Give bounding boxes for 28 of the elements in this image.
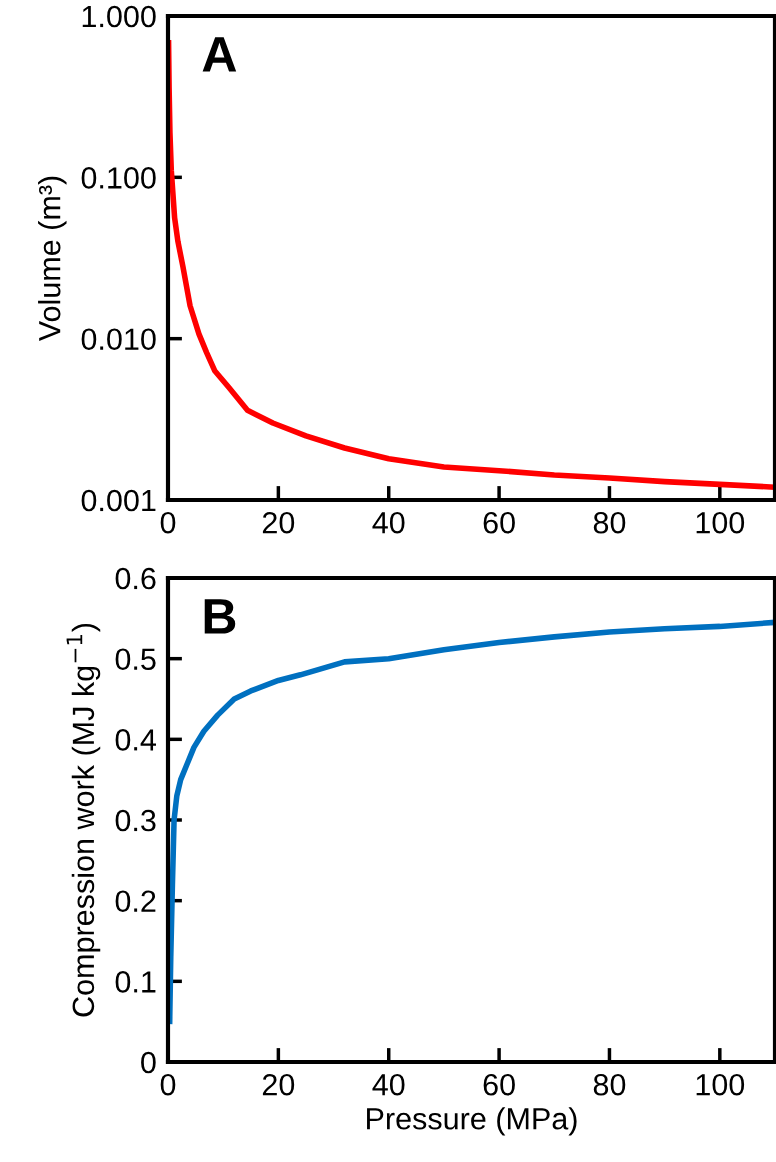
y-axis-title: Compression work (MJ kg$^{−1}$) (66, 623, 101, 1017)
y-tick-label: 0.1 (115, 971, 156, 993)
x-tick-label: 0 (160, 511, 176, 534)
annotation: A (202, 37, 237, 72)
x-tick-label: 100 (696, 1073, 745, 1096)
y-tick-label: 0.5 (115, 648, 156, 671)
y-tick-label: 0.4 (115, 729, 156, 751)
y-tick-label: 0.6 (115, 567, 156, 590)
x-tick-label: 40 (372, 1073, 405, 1096)
x-tick-label: 80 (593, 1073, 626, 1096)
x-tick-label: 20 (262, 1073, 295, 1096)
y-tick-label: 0.2 (115, 890, 156, 913)
y-tick-label: 0.001 (81, 489, 156, 512)
y-tick-label: 0.100 (81, 167, 156, 189)
x-tick-label: 100 (696, 511, 745, 534)
y-tick-label: 0.010 (81, 328, 156, 351)
x-tick-label: 60 (483, 1073, 515, 1096)
x-tick-label: 60 (483, 511, 515, 534)
x-tick-label: 0 (160, 1073, 176, 1096)
x-tick-label: 40 (372, 511, 405, 534)
annotation: B (204, 599, 236, 634)
y-tick-label: 0.3 (115, 809, 156, 832)
x-tick-label: 80 (593, 511, 626, 534)
y-tick-label: 0 (141, 1051, 156, 1074)
y-axis-title: Volume (m³) (38, 176, 67, 342)
y-tick-label: 1.000 (82, 5, 156, 28)
x-tick-label: 20 (262, 511, 295, 534)
x-axis-title: Pressure (MPa) (367, 1107, 577, 1136)
